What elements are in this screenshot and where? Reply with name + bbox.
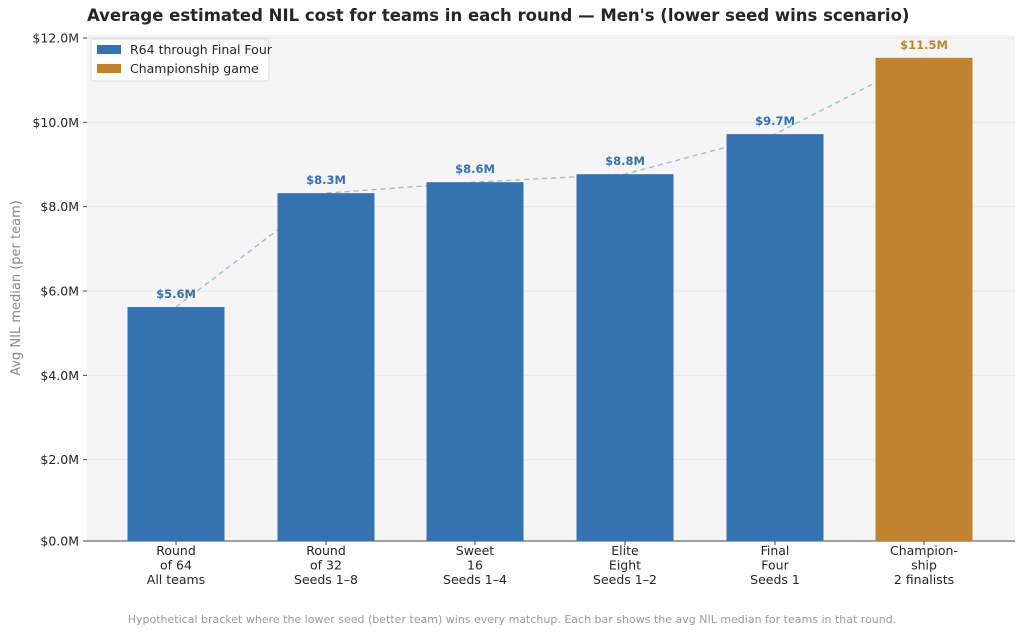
bar-value-label: $11.5M bbox=[900, 38, 948, 52]
x-category-label: Elite bbox=[611, 543, 639, 558]
legend-swatch-championship bbox=[97, 64, 121, 73]
y-axis-ticks: $0.0M $2.0M $4.0M $6.0M $8.0M $10.0M $12.0M bbox=[32, 31, 87, 549]
x-category-label: Champion- bbox=[890, 543, 958, 558]
bar bbox=[875, 57, 973, 542]
bar-value-label: $5.6M bbox=[156, 287, 196, 301]
x-category-label: 2 finalists bbox=[894, 572, 954, 587]
chart-title: Average estimated NIL cost for teams in … bbox=[87, 6, 910, 25]
x-category-label: ship bbox=[911, 558, 937, 573]
bar bbox=[426, 182, 524, 541]
x-category-label: Four bbox=[761, 558, 789, 573]
x-category-label: of 64 bbox=[160, 558, 192, 573]
bar-value-label: $8.8M bbox=[605, 154, 645, 168]
y-tick-label: $6.0M bbox=[40, 284, 79, 299]
legend-label-r64-final-four: R64 through Final Four bbox=[130, 42, 273, 57]
bar bbox=[726, 134, 824, 541]
legend-label-championship: Championship game bbox=[130, 61, 259, 76]
plot-area bbox=[87, 35, 1015, 541]
bar-value-label: $8.6M bbox=[455, 162, 495, 176]
bars bbox=[127, 57, 973, 542]
y-tick-label: $2.0M bbox=[40, 452, 79, 467]
y-axis-label: Avg NIL median (per team) bbox=[9, 200, 24, 376]
legend-swatch-r64-final-four bbox=[97, 45, 121, 54]
y-tick-label: $4.0M bbox=[40, 368, 79, 383]
y-tick-label: $0.0M bbox=[40, 534, 79, 549]
footnote: Hypothetical bracket where the lower see… bbox=[127, 613, 897, 626]
bar-value-label: $8.3M bbox=[306, 173, 346, 187]
bar-value-label: $9.7M bbox=[755, 114, 795, 128]
legend-box bbox=[90, 38, 270, 82]
x-category-label: Sweet bbox=[456, 543, 495, 558]
x-category-label: Round bbox=[156, 543, 196, 558]
y-tick-label: $12.0M bbox=[32, 31, 79, 46]
x-category-label: Eight bbox=[609, 558, 641, 573]
legend: R64 through Final Four Championship game bbox=[90, 38, 273, 82]
bar bbox=[277, 193, 375, 541]
x-category-label: Final bbox=[761, 543, 790, 558]
bar bbox=[576, 174, 674, 541]
x-category-label: All teams bbox=[147, 572, 205, 587]
bar bbox=[127, 307, 225, 541]
gridlines bbox=[87, 37, 1015, 461]
x-category-label: of 32 bbox=[310, 558, 342, 573]
x-category-label: 16 bbox=[467, 558, 483, 573]
y-tick-label: $10.0M bbox=[32, 115, 79, 130]
x-category-label: Round bbox=[306, 543, 346, 558]
value-labels: $5.6M $8.3M $8.6M $8.8M $9.7M $11.5M bbox=[156, 38, 948, 301]
x-category-label: Seeds 1–2 bbox=[593, 572, 657, 587]
x-category-label: Seeds 1–4 bbox=[443, 572, 507, 587]
y-tick-label: $8.0M bbox=[40, 199, 79, 214]
x-category-label: Seeds 1–8 bbox=[294, 572, 358, 587]
x-category-label: Seeds 1 bbox=[750, 572, 800, 587]
